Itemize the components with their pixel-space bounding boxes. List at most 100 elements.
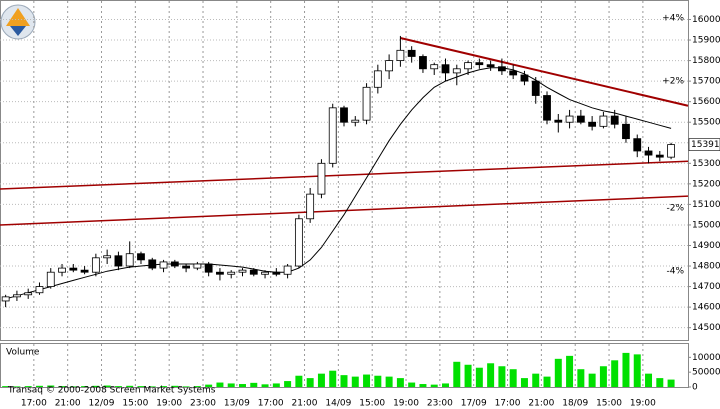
trend-line [400, 37, 689, 107]
volume-bar [633, 354, 641, 387]
trend-line [0, 160, 689, 190]
candle-body [182, 265, 190, 269]
x-tick-label: 15:00 [122, 399, 148, 409]
candle-body [193, 263, 202, 269]
volume-bar [408, 382, 416, 387]
candle-body [80, 269, 89, 273]
candle-body [261, 271, 269, 275]
volume-bar [543, 376, 551, 387]
candle-body [58, 267, 66, 273]
volume-bar [205, 384, 213, 387]
candle-body [373, 70, 382, 88]
candle-body [486, 64, 495, 68]
volume-bar [227, 383, 235, 387]
volume-tick-label: 0 [692, 383, 698, 393]
x-tick-label: 21:00 [528, 399, 554, 409]
volume-bar [622, 352, 630, 387]
trend-line [0, 195, 689, 226]
candle-body [317, 162, 326, 195]
candle-body [543, 95, 551, 121]
volume-bar [340, 375, 348, 387]
candle-body [452, 68, 461, 74]
candle-body [103, 255, 112, 259]
candle-body [385, 60, 394, 72]
volume-bar [430, 384, 438, 387]
volume-bar [645, 373, 653, 387]
candle-body [227, 271, 236, 275]
volume-bar [182, 386, 190, 387]
candle-body [294, 218, 303, 267]
candle-body [249, 269, 258, 275]
volume-bar [160, 386, 168, 387]
volume-bar [250, 382, 258, 387]
volume-bar [13, 386, 21, 387]
volume-bar [171, 385, 179, 387]
volume-bar [385, 376, 393, 387]
volume-bar [216, 382, 224, 387]
candle-body [46, 271, 55, 287]
candle-body [655, 154, 664, 158]
x-tick-label: 17:00 [21, 399, 47, 409]
volume-bar [35, 385, 43, 387]
volume-bar [599, 366, 607, 387]
volume-bar [487, 363, 495, 387]
level-label: -2% [666, 203, 684, 213]
y-tick-label: 147000 [692, 282, 720, 292]
y-tick-label: 145000 [692, 323, 720, 333]
candle-body [351, 119, 360, 123]
watermark: Transaq © 2000-2008 Screen Market System… [7, 386, 216, 396]
candle-body [306, 193, 315, 220]
candle-body [531, 80, 540, 96]
volume-bar [2, 386, 10, 387]
volume-title: Volume [6, 348, 40, 358]
y-tick-label: 152000 [692, 179, 720, 189]
last-price-box [688, 138, 720, 151]
volume-bar [475, 367, 483, 387]
y-tick-label: 150000 [692, 220, 720, 230]
candle-body [13, 294, 21, 298]
y-tick-label: 160000 [692, 15, 720, 25]
candle-body [396, 49, 405, 61]
candle-body [272, 271, 281, 275]
volume-bar [442, 383, 450, 387]
volume-bar [148, 386, 156, 387]
candle-body [91, 257, 100, 273]
volume-tick-label: 100000 [692, 353, 720, 363]
x-tick-label: 15:00 [359, 399, 385, 409]
candle-body [498, 66, 506, 72]
candle-body [407, 49, 416, 57]
volume-bar [363, 374, 371, 387]
candle-body [328, 107, 337, 164]
volume-bar [47, 385, 55, 387]
volume-bar [58, 386, 66, 387]
volume-bar [103, 385, 111, 387]
x-tick-label: 19:00 [156, 399, 182, 409]
volume-bar [92, 385, 100, 387]
volume-bar [374, 375, 382, 387]
candle-body [159, 261, 168, 269]
last-price-label: 153910 [691, 140, 720, 150]
candle-body [35, 286, 44, 294]
y-tick-label: 159000 [692, 36, 720, 46]
candle-body [622, 123, 630, 140]
level-label: +2% [662, 77, 684, 87]
candle-body [520, 74, 529, 82]
y-tick-label: 153000 [692, 159, 720, 169]
candle-body [554, 119, 563, 123]
y-tick-label: 158000 [692, 56, 720, 66]
candle-body [283, 265, 292, 275]
volume-bar [611, 360, 619, 387]
x-tick-label: 17:00 [258, 399, 284, 409]
volume-bar [306, 378, 314, 387]
volume-bar [24, 386, 32, 387]
logo [0, 4, 36, 40]
volume-bar [520, 378, 528, 387]
level-label: +4% [662, 14, 684, 24]
candle-body [340, 107, 348, 123]
candle-body [238, 269, 247, 273]
volume-bar [317, 373, 325, 387]
volume-pane [0, 343, 689, 388]
volume-bar [238, 384, 246, 387]
x-tick-label: 19:00 [393, 399, 419, 409]
